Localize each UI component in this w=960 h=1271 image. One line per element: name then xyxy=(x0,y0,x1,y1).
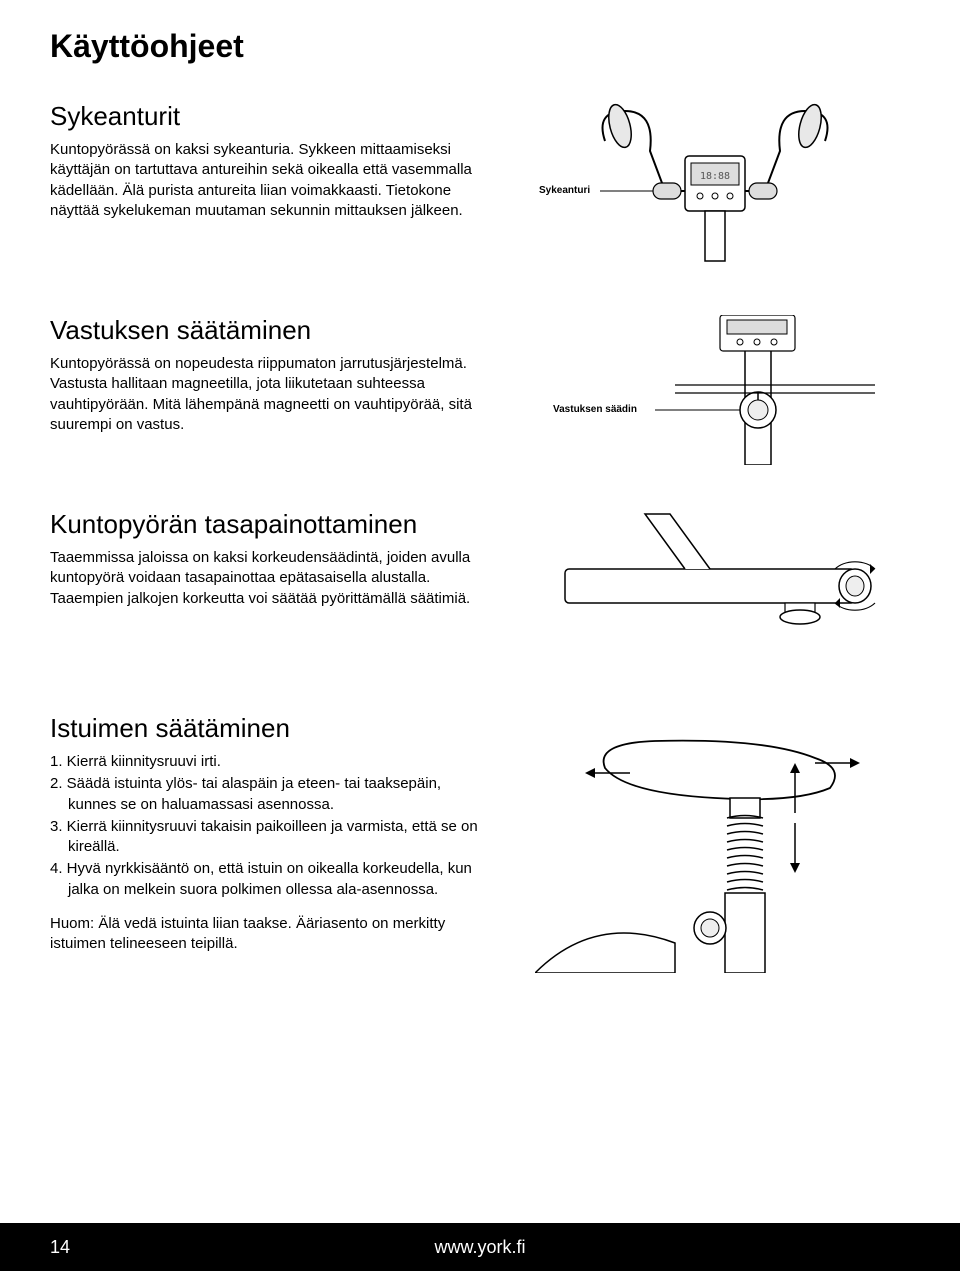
section-title: Istuimen säätäminen xyxy=(50,713,490,744)
page-title: Käyttöohjeet xyxy=(50,28,910,65)
section-vastuksen-saataminen: Vastuksen säätäminen Kuntopyörässä on no… xyxy=(50,315,910,465)
illustration-label: Sykeanturi xyxy=(539,185,590,196)
section-list: 1. Kierrä kiinnitysruuvi irti. 2. Säädä … xyxy=(50,752,490,900)
section-body: Taaemmissa jaloissa on kaksi korkeudensä… xyxy=(50,548,490,609)
page-footer: 14 www.york.fi xyxy=(0,1223,960,1271)
illustration-resistance: Vastuksen säädin xyxy=(535,315,895,465)
svg-text:18:88: 18:88 xyxy=(700,171,730,182)
illustration-leveling xyxy=(535,509,895,669)
section-istuimen-saataminen: Istuimen säätäminen 1. Kierrä kiinnitysr… xyxy=(50,713,910,973)
section-note: Huom: Älä vedä istuinta liian taakse. Ää… xyxy=(50,914,490,955)
footer-url: www.york.fi xyxy=(0,1237,960,1258)
list-item: 3. Kierrä kiinnitysruuvi takaisin paikoi… xyxy=(50,817,490,858)
section-body: Kuntopyörässä on nopeudesta riippumaton … xyxy=(50,354,490,435)
illustration-seat xyxy=(535,713,895,973)
section-title: Vastuksen säätäminen xyxy=(50,315,490,346)
section-title: Kuntopyörän tasapainottaminen xyxy=(50,509,490,540)
section-sykeanturit: Sykeanturit Kuntopyörässä on kaksi sykea… xyxy=(50,101,910,271)
page-number: 14 xyxy=(50,1237,70,1258)
section-tasapainottaminen: Kuntopyörän tasapainottaminen Taaemmissa… xyxy=(50,509,910,669)
section-title: Sykeanturit xyxy=(50,101,490,132)
illustration-label: Vastuksen säädin xyxy=(553,404,637,415)
section-body: Kuntopyörässä on kaksi sykeanturia. Sykk… xyxy=(50,140,490,221)
list-item: 2. Säädä istuinta ylös- tai alaspäin ja … xyxy=(50,774,490,815)
illustration-handlebars: 18:88 Sykeanturi xyxy=(535,101,895,271)
list-item: 4. Hyvä nyrkkisääntö on, että istuin on … xyxy=(50,859,490,900)
list-item: 1. Kierrä kiinnitysruuvi irti. xyxy=(50,752,490,772)
